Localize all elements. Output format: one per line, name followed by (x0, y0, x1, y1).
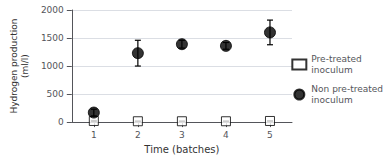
svg-text:5: 5 (267, 130, 273, 140)
svg-text:Time (batches): Time (batches) (143, 144, 219, 155)
svg-text:1: 1 (91, 130, 97, 140)
svg-text:1500: 1500 (41, 33, 64, 43)
svg-text:1000: 1000 (41, 61, 64, 71)
svg-text:Hydrogen production: Hydrogen production (9, 19, 19, 114)
svg-text:2: 2 (135, 130, 141, 140)
svg-text:3: 3 (179, 130, 185, 140)
svg-text:500: 500 (47, 89, 64, 99)
svg-text:(ml/l): (ml/l) (20, 54, 30, 78)
svg-text:inoculum: inoculum (311, 95, 352, 105)
svg-text:0: 0 (58, 117, 64, 127)
svg-text:4: 4 (223, 130, 229, 140)
svg-text:2000: 2000 (41, 5, 64, 15)
svg-text:Non pre-treated: Non pre-treated (311, 84, 383, 94)
svg-text:Pre-treated: Pre-treated (311, 54, 361, 64)
svg-text:inoculum: inoculum (311, 65, 352, 75)
